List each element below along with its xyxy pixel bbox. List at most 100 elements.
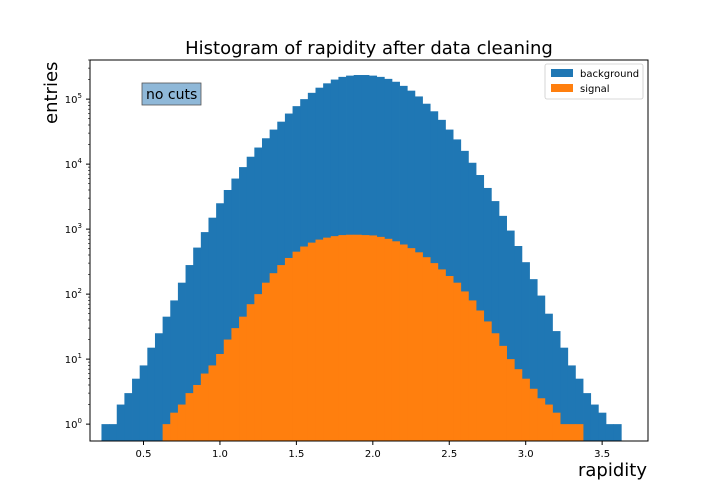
background-bar [476,175,485,441]
legend-label-signal: signal [580,84,610,95]
signal-bar [246,304,255,441]
signal-bar [407,248,416,441]
x-tick-label: 1.0 [212,449,228,460]
background-bar [101,424,110,441]
signal-bar [491,333,500,441]
annotation-background [141,82,202,106]
y-tick-label: 101 [65,352,82,366]
background-bar [514,246,523,441]
annotation-no-cuts: no cuts [146,87,197,103]
x-tick-label: 3.0 [518,449,534,460]
signal-bar [269,273,278,441]
signal-bar [239,316,248,441]
signal-bar [300,246,309,441]
background-bar [590,404,599,441]
plot-frame [89,59,649,442]
signal-bar [223,339,232,441]
signal-bar [361,235,370,441]
background-bar [116,404,125,441]
signal-bar [284,257,293,441]
signal-bar [376,236,385,441]
signal-bar [315,239,324,441]
background-bar [109,424,118,441]
background-bar [208,217,217,441]
signal-bar [323,237,332,441]
background-bar [491,201,500,441]
background-bar [529,279,538,441]
signal-bar [544,404,553,441]
background-bar [544,313,553,441]
signal-bar [552,412,561,441]
signal-bar [193,384,202,441]
signal-bar [330,236,339,441]
background-bar [598,412,607,441]
signal-bar [346,234,355,441]
signal-bar [177,404,186,441]
plot-area [101,75,622,442]
background-bar [177,282,186,441]
signal-bar [537,398,546,441]
signal-bar [575,424,584,441]
signal-bar [216,353,225,441]
signal-bar [529,388,538,441]
signal-bar [453,282,462,441]
legend-swatch-background [551,69,573,77]
y-tick-label: 103 [65,222,82,236]
signal-bar [422,257,431,441]
signal-bar [185,393,194,441]
annotation-box: no cuts [141,82,202,106]
background-bar [575,378,584,441]
signal-bar [338,235,347,441]
y-axis-ticks: 100 101 102 103 104 105 [65,59,90,431]
signal-bar [162,424,171,441]
signal-bar [567,424,576,441]
y-tick-label: 104 [65,157,83,171]
signal-bar [468,300,477,441]
x-tick-label: 3.5 [594,449,610,460]
x-tick-label: 2.0 [365,449,381,460]
background-bar [613,424,622,441]
background-bar [498,215,507,441]
background-bar [200,232,209,441]
signal-bar [460,291,469,441]
background-bar [231,178,240,442]
y-axis-label: entries [41,62,62,124]
chart-title: Histogram of rapidity after data cleanin… [185,38,553,59]
signal-bar [391,241,400,441]
background-bar [483,187,492,441]
background-bar [223,189,232,441]
signal-bar [277,265,286,441]
signal-bar [369,235,378,441]
x-tick-label: 1.5 [288,449,304,460]
background-bar [154,333,164,441]
signal-bar [498,345,507,441]
background-bar [139,365,148,441]
background-bar [124,393,133,441]
signal-bar [200,373,209,441]
y-tick-label: 100 [65,417,82,431]
signal-bar [384,238,393,441]
background-bar [185,265,194,441]
background-bar [246,156,255,441]
signal-bar [254,294,263,441]
background-bar [162,316,171,441]
signal-bar [560,424,569,441]
background-bar [506,230,515,441]
background-bar [170,300,179,441]
y-tick-label: 105 [65,92,82,106]
signal-series [162,234,584,441]
background-bar [583,393,592,441]
y-tick-label: 102 [65,287,82,301]
signal-bar [476,310,485,441]
background-bar [560,347,569,441]
signal-bar [514,369,523,441]
signal-bar [261,282,271,441]
signal-bar [170,412,179,441]
background-bar [216,203,225,441]
legend-swatch-signal [551,84,573,92]
background-bar [521,262,530,441]
signal-bar [430,263,439,441]
background-bar [239,167,248,442]
signal-bar [231,328,240,441]
